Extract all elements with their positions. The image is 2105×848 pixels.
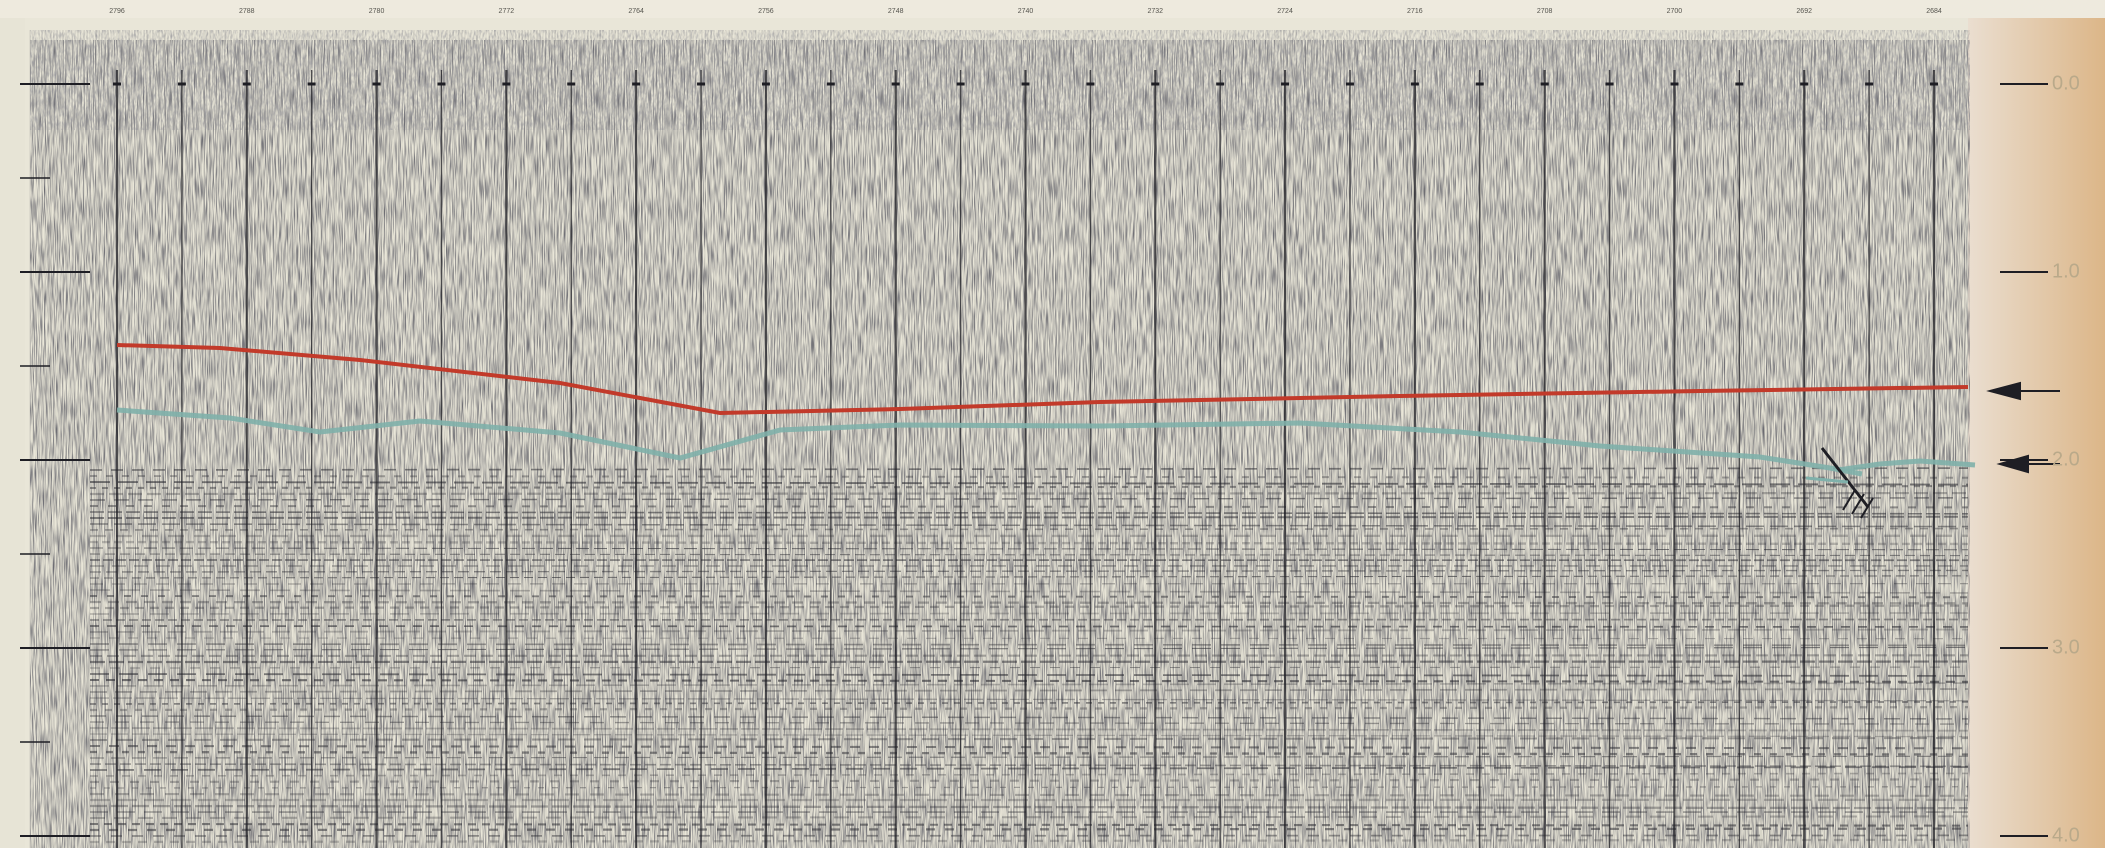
shotpoint-gridlines	[113, 70, 1938, 848]
reflector-band	[89, 834, 1969, 837]
reflector-band	[89, 637, 1969, 640]
left-margin	[0, 18, 25, 848]
shotpoint-label: 2684	[1926, 8, 1942, 15]
shotpoint-label: 2700	[1666, 8, 1683, 15]
reflector-band	[89, 569, 1969, 573]
reflector-band	[89, 547, 1969, 551]
reflector-band	[89, 505, 1969, 509]
reflector-band	[89, 575, 1969, 579]
reflector-band	[89, 804, 1969, 810]
shotpoint-label: 2788	[238, 8, 255, 15]
reflector-band	[89, 612, 1969, 615]
shotpoint-label: 2740	[1017, 8, 1034, 15]
reflector-band	[89, 766, 1969, 771]
time-axis-label: 4.0	[2052, 824, 2080, 847]
shotpoint-label: 2724	[1277, 8, 1293, 15]
shotpoint-label: 2692	[1796, 8, 1812, 15]
reflector-band	[89, 792, 1969, 797]
shotpoint-label: 2748	[887, 8, 904, 15]
teal-horizon-marker-arrow	[1996, 454, 2060, 474]
reflector-band	[89, 604, 1969, 610]
reflector-band	[89, 540, 1969, 546]
reflector-band	[89, 715, 1969, 720]
reflector-band	[89, 628, 1969, 633]
reflector-band	[89, 600, 1969, 605]
reflector-band	[89, 822, 1969, 827]
shotpoint-label: 2772	[498, 8, 515, 15]
shotpoint-label: 2796	[109, 8, 125, 15]
reflector-band	[89, 515, 1969, 519]
reflector-band	[89, 511, 1969, 515]
reflector-band	[89, 786, 1969, 789]
reflector-band	[89, 467, 1969, 471]
red-horizon	[116, 343, 1969, 416]
fault-symbol	[1805, 447, 1874, 519]
reflector-band	[89, 736, 1969, 742]
time-axis-label: 1.0	[2052, 260, 2080, 283]
shotpoint-label: 2764	[628, 8, 644, 15]
reflector-band	[89, 527, 1969, 531]
reflector-band	[89, 481, 1969, 486]
teal-horizon	[116, 407, 1863, 477]
reflector-band	[89, 673, 1969, 677]
shotpoint-label: 2732	[1147, 8, 1164, 15]
reflector-band	[89, 688, 1969, 693]
red-horizon-marker-arrow	[1986, 381, 2060, 401]
shotpoint-label: 2780	[368, 8, 385, 15]
reflector-band	[89, 485, 1969, 490]
top-haze	[30, 30, 1970, 130]
time-axis-label: 0.0	[2052, 72, 2080, 95]
shotpoint-label: 2708	[1536, 8, 1553, 15]
reflector-band	[89, 727, 1969, 732]
seismic-traces	[29, 30, 1969, 848]
reflector-band	[89, 589, 1969, 594]
data-texture	[30, 40, 1970, 848]
reflector-band	[89, 763, 1969, 768]
reflector-band	[89, 523, 1969, 528]
time-axis-label: 3.0	[2052, 636, 2080, 659]
reflector-band	[89, 827, 1969, 832]
reflector-band	[89, 778, 1969, 784]
reflector-band	[89, 625, 1969, 628]
reflector-band	[89, 697, 1969, 702]
reflector-band	[89, 646, 1969, 651]
teal-horizon-lower-block	[1837, 458, 1976, 473]
reflector-band	[89, 733, 1969, 738]
reflector-band	[89, 744, 1969, 750]
shotpoint-label: 2756	[758, 8, 774, 15]
reflector-band	[89, 706, 1969, 712]
reflector-band	[89, 666, 1969, 669]
reflector-band	[89, 643, 1969, 647]
right-margin	[1968, 18, 2105, 848]
reflector-band	[89, 497, 1969, 501]
reflector-band	[89, 682, 1969, 687]
reflector-band	[89, 815, 1969, 820]
shotpoint-label: 2716	[1407, 8, 1423, 15]
reflector-band	[89, 755, 1969, 759]
reflector-band	[89, 595, 1969, 599]
reflector-band	[89, 721, 1969, 725]
reflector-band	[89, 553, 1969, 557]
reflector-band	[89, 491, 1969, 496]
time-axis-label: 2.0	[2052, 448, 2080, 471]
reflector-band	[89, 654, 1969, 658]
reflector-band	[89, 701, 1969, 705]
